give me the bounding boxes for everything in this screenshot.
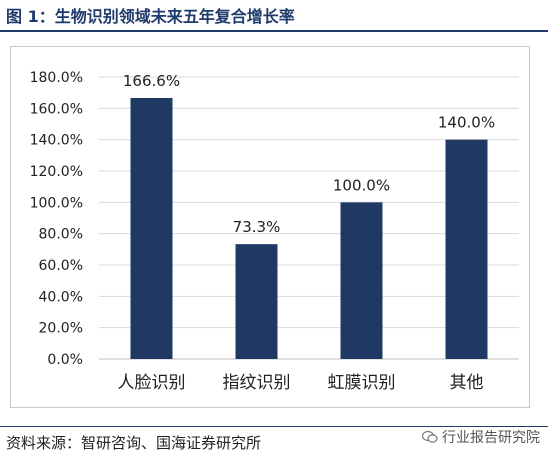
x-tick-label: 人脸识别 [118,373,186,393]
y-tick-label: 160.0% [30,101,83,117]
wechat-icon [422,430,438,443]
bar [445,139,488,359]
y-tick-label: 180.0% [30,70,83,86]
title-rule [0,30,548,32]
bar-chart: 0.0% 20.0% 40.0% 60.0% 80.0% 100.0% 120.0% 140.… [30,70,519,393]
y-tick-label: 60.0% [39,258,83,274]
watermark-text: 行业报告研究院 [442,430,540,446]
y-tick-label: 100.0% [30,195,83,211]
bar [340,202,383,359]
y-tick-label: 0.0% [47,352,83,368]
data-label: 140.0% [438,114,495,132]
y-tick-label: 20.0% [39,321,83,337]
y-tick-label: 80.0% [39,227,83,243]
y-tick-label: 40.0% [39,289,83,305]
data-label: 166.6% [123,72,180,90]
y-tick-label: 140.0% [30,133,83,149]
x-tick-label: 虹膜识别 [328,373,396,393]
bar [130,97,173,359]
source-rule [0,426,548,427]
x-tick-label: 其他 [450,373,484,393]
data-label: 100.0% [333,176,390,194]
watermark: 行业报告研究院 [422,427,540,447]
figure-title: 图 1：生物识别领域未来五年复合增长率 [6,7,295,26]
x-tick-label: 指纹识别 [223,373,291,393]
chart-frame: 0.0% 20.0% 40.0% 60.0% 80.0% 100.0% 120.0% 140.… [10,46,530,408]
y-tick-label: 120.0% [30,164,83,180]
data-label: 73.3% [233,218,281,236]
bar [235,244,278,359]
source-note: 资料来源：智研咨询、国海证券研究所 [6,434,262,452]
